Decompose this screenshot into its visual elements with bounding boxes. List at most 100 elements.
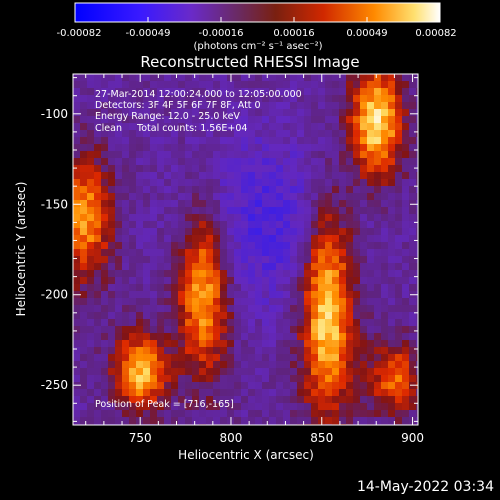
heatmap-cell: [115, 375, 122, 382]
heatmap-cell: [283, 102, 290, 109]
heatmap-cell: [381, 403, 388, 410]
heatmap-cell: [73, 375, 80, 382]
heatmap-cell: [108, 368, 115, 375]
heatmap-cell: [290, 207, 297, 214]
heatmap-cell: [129, 88, 136, 95]
heatmap-cell: [206, 410, 213, 417]
heatmap-cell: [94, 410, 101, 417]
heatmap-cell: [192, 193, 199, 200]
heatmap-cell: [409, 186, 416, 193]
heatmap-cell: [199, 144, 206, 151]
heatmap-cell: [325, 186, 332, 193]
heatmap-cell: [353, 228, 360, 235]
heatmap-cell: [101, 375, 108, 382]
heatmap-cell: [108, 361, 115, 368]
heatmap-cell: [255, 249, 262, 256]
heatmap-cell: [108, 102, 115, 109]
heatmap-cell: [241, 305, 248, 312]
heatmap-cell: [276, 102, 283, 109]
heatmap-cell: [269, 368, 276, 375]
heatmap-cell: [178, 165, 185, 172]
heatmap-cell: [73, 137, 80, 144]
heatmap-cell: [178, 151, 185, 158]
heatmap-cell: [297, 165, 304, 172]
heatmap-cell: [346, 151, 353, 158]
heatmap-cell: [94, 284, 101, 291]
heatmap-cell: [150, 305, 157, 312]
heatmap-cell: [227, 242, 234, 249]
heatmap-cell: [171, 263, 178, 270]
heatmap-cell: [367, 284, 374, 291]
heatmap-cell: [290, 389, 297, 396]
heatmap-cell: [353, 256, 360, 263]
heatmap-cell: [276, 291, 283, 298]
heatmap-cell: [185, 319, 192, 326]
heatmap-cell: [374, 375, 381, 382]
heatmap-cell: [248, 396, 255, 403]
heatmap-cell: [255, 172, 262, 179]
heatmap-cell: [353, 200, 360, 207]
heatmap-cell: [73, 284, 80, 291]
heatmap-cell: [311, 130, 318, 137]
heatmap-cell: [213, 74, 220, 81]
heatmap-cell: [367, 298, 374, 305]
heatmap-cell: [367, 417, 374, 424]
heatmap-cell: [381, 186, 388, 193]
heatmap-cell: [360, 312, 367, 319]
heatmap-cell: [290, 249, 297, 256]
heatmap-cell: [269, 186, 276, 193]
heatmap-cell: [248, 88, 255, 95]
heatmap-cell: [94, 172, 101, 179]
heatmap-cell: [290, 186, 297, 193]
heatmap-cell: [318, 193, 325, 200]
heatmap-cell: [220, 305, 227, 312]
heatmap-cell: [346, 221, 353, 228]
heatmap-cell: [248, 277, 255, 284]
heatmap-cell: [304, 158, 311, 165]
heatmap-cell: [276, 221, 283, 228]
heatmap-cell: [220, 144, 227, 151]
heatmap-cell: [129, 319, 136, 326]
heatmap-cell: [122, 158, 129, 165]
x-axis: 750 800 850 900: [85, 74, 424, 445]
heatmap-cell: [227, 382, 234, 389]
heatmap-cell: [269, 200, 276, 207]
heatmap-cell: [227, 312, 234, 319]
heatmap-cell: [276, 88, 283, 95]
heatmap-cell: [374, 242, 381, 249]
heatmap-cell: [73, 228, 80, 235]
heatmap-cell: [227, 207, 234, 214]
heatmap-cell: [360, 102, 367, 109]
heatmap-cell: [318, 214, 325, 221]
heatmap-cell: [318, 340, 325, 347]
heatmap-cell: [157, 130, 164, 137]
heatmap-cell: [164, 102, 171, 109]
heatmap-cell: [381, 158, 388, 165]
heatmap-cell: [395, 95, 402, 102]
heatmap-cell: [332, 340, 339, 347]
heatmap-cell: [150, 410, 157, 417]
heatmap-cell: [409, 116, 416, 123]
heatmap-cell: [318, 256, 325, 263]
heatmap-cell: [129, 228, 136, 235]
heatmap-cell: [178, 319, 185, 326]
heatmap-cell: [262, 298, 269, 305]
heatmap-cell: [101, 312, 108, 319]
heatmap-cell: [115, 263, 122, 270]
heatmap-cell: [206, 256, 213, 263]
heatmap-cell: [346, 74, 353, 81]
heatmap-cell: [346, 389, 353, 396]
heatmap-cell: [185, 88, 192, 95]
heatmap-cell: [402, 417, 409, 424]
heatmap-cell: [199, 95, 206, 102]
heatmap-cell: [150, 214, 157, 221]
heatmap-cell: [290, 137, 297, 144]
heatmap-cell: [136, 354, 143, 361]
heatmap-cell: [297, 102, 304, 109]
heatmap-cell: [185, 277, 192, 284]
heatmap-cell: [388, 179, 395, 186]
heatmap-cell: [164, 417, 171, 424]
heatmap-cell: [409, 305, 416, 312]
heatmap-cell: [73, 319, 80, 326]
heatmap-cell: [94, 179, 101, 186]
